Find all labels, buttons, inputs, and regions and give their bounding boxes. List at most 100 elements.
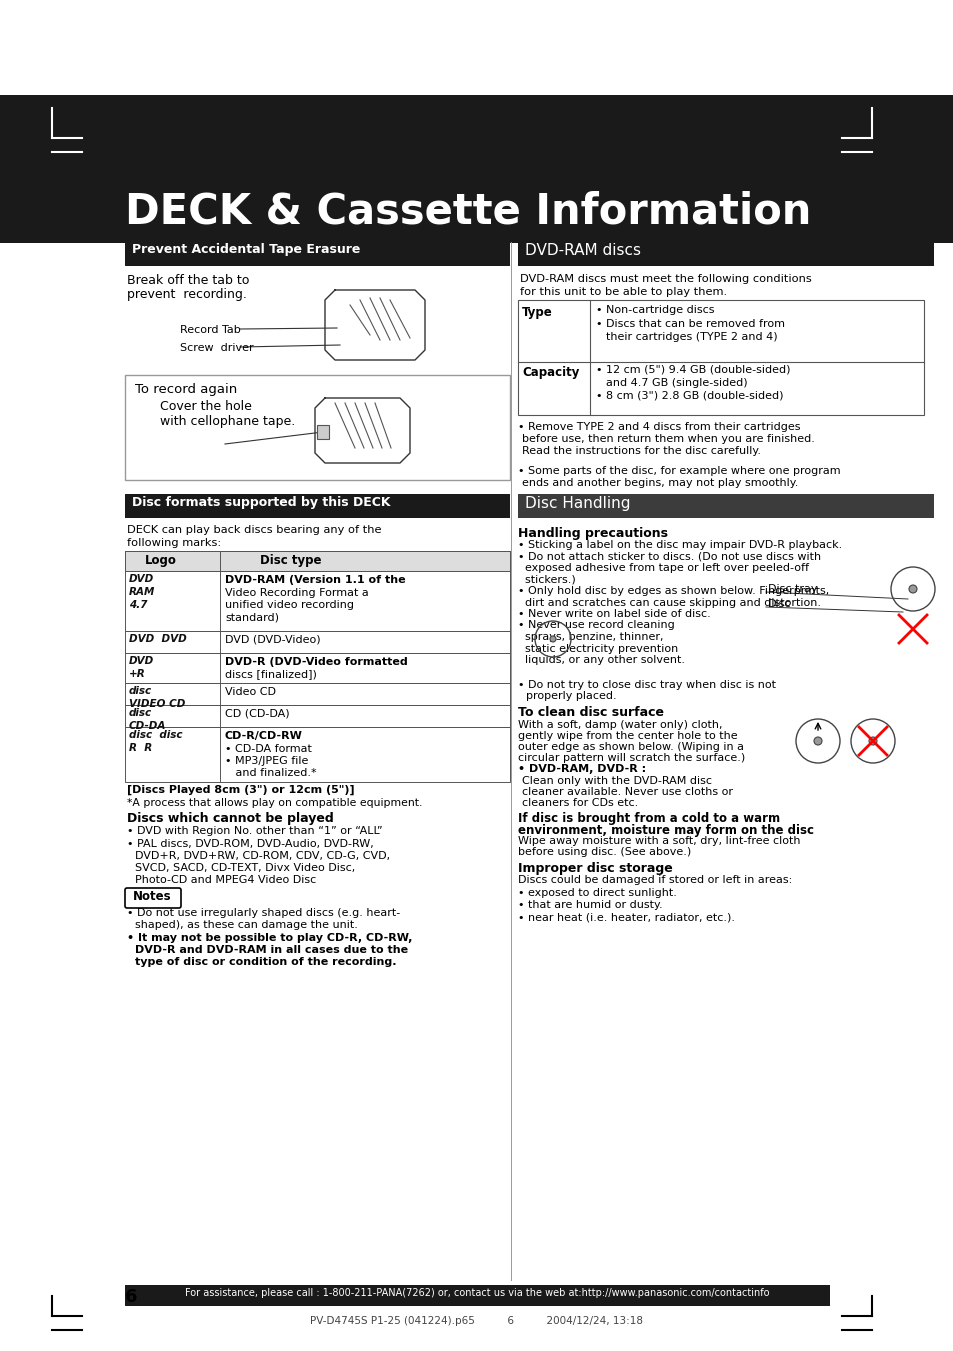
Text: Clean only with the DVD-RAM disc: Clean only with the DVD-RAM disc bbox=[521, 775, 711, 786]
Text: for this unit to be able to play them.: for this unit to be able to play them. bbox=[519, 286, 726, 297]
Text: CD-R/CD-RW: CD-R/CD-RW bbox=[225, 731, 302, 740]
Text: • Non-cartridge discs: • Non-cartridge discs bbox=[596, 305, 714, 315]
Text: circular pattern will scratch the surface.): circular pattern will scratch the surfac… bbox=[517, 753, 744, 763]
Text: Prevent Accidental Tape Erasure: Prevent Accidental Tape Erasure bbox=[132, 243, 360, 255]
Text: Photo-CD and MPEG4 Video Disc: Photo-CD and MPEG4 Video Disc bbox=[135, 875, 315, 885]
Text: properly placed.: properly placed. bbox=[525, 690, 616, 701]
Circle shape bbox=[550, 636, 556, 642]
Text: • Do not use irregularly shaped discs (e.g. heart-: • Do not use irregularly shaped discs (e… bbox=[127, 908, 400, 917]
Bar bbox=[125, 705, 510, 727]
Text: Improper disc storage: Improper disc storage bbox=[517, 862, 672, 875]
Text: • Never write on label side of disc.: • Never write on label side of disc. bbox=[517, 609, 710, 619]
Text: cleaner available. Never use cloths or: cleaner available. Never use cloths or bbox=[521, 788, 732, 797]
Circle shape bbox=[868, 738, 876, 744]
Circle shape bbox=[813, 738, 821, 744]
Text: unified video recording: unified video recording bbox=[225, 600, 354, 611]
Text: DECK & Cassette Information: DECK & Cassette Information bbox=[125, 190, 810, 232]
Text: outer edge as shown below. (Wiping in a: outer edge as shown below. (Wiping in a bbox=[517, 742, 743, 753]
Text: • Do not try to close disc tray when disc is not: • Do not try to close disc tray when dis… bbox=[517, 680, 775, 690]
Text: • PAL discs, DVD-ROM, DVD-Audio, DVD-RW,: • PAL discs, DVD-ROM, DVD-Audio, DVD-RW, bbox=[127, 839, 374, 848]
Text: prevent  recording.: prevent recording. bbox=[127, 288, 247, 301]
Text: 4.7: 4.7 bbox=[129, 600, 148, 611]
Text: • 8 cm (3") 2.8 GB (double-sided): • 8 cm (3") 2.8 GB (double-sided) bbox=[596, 390, 782, 401]
Text: DVD-RAM discs: DVD-RAM discs bbox=[524, 243, 640, 258]
Text: static electricity prevention: static electricity prevention bbox=[517, 643, 678, 654]
Text: and finalized.*: and finalized.* bbox=[225, 769, 316, 778]
Text: DVD  DVD: DVD DVD bbox=[129, 634, 187, 644]
Text: Disc tray: Disc tray bbox=[767, 584, 817, 594]
Text: Discs could be damaged if stored or left in areas:: Discs could be damaged if stored or left… bbox=[517, 875, 791, 885]
Bar bbox=[125, 653, 510, 684]
Text: their cartridges (TYPE 2 and 4): their cartridges (TYPE 2 and 4) bbox=[605, 332, 777, 342]
Bar bbox=[517, 300, 923, 415]
Text: To clean disc surface: To clean disc surface bbox=[517, 707, 663, 719]
Text: Capacity: Capacity bbox=[521, 366, 578, 380]
Text: +R: +R bbox=[129, 669, 146, 680]
Text: DVD-RAM (Version 1.1 of the: DVD-RAM (Version 1.1 of the bbox=[225, 576, 405, 585]
Text: • Discs that can be removed from: • Discs that can be removed from bbox=[596, 319, 784, 330]
Text: DECK can play back discs bearing any of the: DECK can play back discs bearing any of … bbox=[127, 526, 381, 535]
Text: RAM: RAM bbox=[129, 586, 155, 597]
Text: Discs which cannot be played: Discs which cannot be played bbox=[127, 812, 334, 825]
Text: DVD: DVD bbox=[129, 574, 154, 584]
Text: sprays, benzine, thinner,: sprays, benzine, thinner, bbox=[517, 632, 662, 642]
Text: • that are humid or dusty.: • that are humid or dusty. bbox=[517, 900, 662, 911]
Bar bbox=[125, 551, 220, 571]
Text: with cellophane tape.: with cellophane tape. bbox=[160, 415, 294, 428]
Text: DVD-R and DVD-RAM in all cases due to the: DVD-R and DVD-RAM in all cases due to th… bbox=[135, 944, 408, 955]
Text: Notes: Notes bbox=[132, 890, 172, 902]
Text: Screw  driver: Screw driver bbox=[180, 343, 253, 353]
Text: exposed adhesive from tape or left over peeled-off: exposed adhesive from tape or left over … bbox=[517, 563, 808, 573]
Bar bbox=[316, 426, 329, 439]
Text: liquids, or any other solvent.: liquids, or any other solvent. bbox=[517, 655, 684, 665]
Text: Read the instructions for the disc carefully.: Read the instructions for the disc caref… bbox=[521, 446, 760, 457]
Bar bbox=[125, 631, 510, 653]
Text: disc  disc: disc disc bbox=[129, 730, 182, 740]
Text: DVD (DVD-Video): DVD (DVD-Video) bbox=[225, 635, 320, 644]
Text: Disc type: Disc type bbox=[260, 554, 321, 567]
Bar bbox=[220, 551, 510, 571]
Text: Handling precautions: Handling precautions bbox=[517, 527, 667, 540]
Text: Disc formats supported by this DECK: Disc formats supported by this DECK bbox=[132, 496, 390, 509]
Text: • Never use record cleaning: • Never use record cleaning bbox=[517, 620, 674, 631]
Bar bbox=[125, 242, 510, 266]
Text: DVD-RAM discs must meet the following conditions: DVD-RAM discs must meet the following co… bbox=[519, 274, 811, 284]
Text: CD (CD-DA): CD (CD-DA) bbox=[225, 709, 290, 719]
Text: • DVD-RAM, DVD-R :: • DVD-RAM, DVD-R : bbox=[517, 765, 645, 774]
Text: Disc Handling: Disc Handling bbox=[524, 496, 630, 511]
Text: disc: disc bbox=[129, 686, 152, 696]
Text: • Only hold disc by edges as shown below. Fingerprints,: • Only hold disc by edges as shown below… bbox=[517, 586, 828, 596]
Bar bbox=[125, 727, 510, 782]
Text: Break off the tab to: Break off the tab to bbox=[127, 274, 249, 286]
Bar bbox=[517, 494, 933, 517]
Bar bbox=[0, 95, 953, 243]
Text: environment, moisture may form on the disc: environment, moisture may form on the di… bbox=[517, 824, 813, 838]
Bar bbox=[125, 376, 510, 480]
Text: PV-D4745S P1-25 (041224).p65          6          2004/12/24, 13:18: PV-D4745S P1-25 (041224).p65 6 2004/12/2… bbox=[310, 1316, 643, 1325]
Text: Logo: Logo bbox=[145, 554, 176, 567]
Bar bbox=[125, 494, 510, 517]
Text: CD-DA: CD-DA bbox=[129, 721, 166, 731]
Text: and 4.7 GB (single-sided): and 4.7 GB (single-sided) bbox=[605, 378, 747, 388]
Text: dirt and scratches can cause skipping and distortion.: dirt and scratches can cause skipping an… bbox=[517, 597, 821, 608]
Bar bbox=[125, 684, 510, 705]
Text: SVCD, SACD, CD-TEXT, Divx Video Disc,: SVCD, SACD, CD-TEXT, Divx Video Disc, bbox=[135, 863, 355, 873]
Text: If disc is brought from a cold to a warm: If disc is brought from a cold to a warm bbox=[517, 812, 780, 825]
Text: gently wipe from the center hole to the: gently wipe from the center hole to the bbox=[517, 731, 737, 740]
Text: Video CD: Video CD bbox=[225, 688, 275, 697]
Text: With a soft, damp (water only) cloth,: With a soft, damp (water only) cloth, bbox=[517, 720, 721, 730]
Text: Disc: Disc bbox=[767, 598, 791, 609]
Text: before using disc. (See above.): before using disc. (See above.) bbox=[517, 847, 691, 857]
Text: DVD: DVD bbox=[129, 657, 154, 666]
Text: ends and another begins, may not play smoothly.: ends and another begins, may not play sm… bbox=[521, 478, 798, 488]
Text: Wipe away moisture with a soft, dry, lint-free cloth: Wipe away moisture with a soft, dry, lin… bbox=[517, 836, 800, 846]
Text: 6: 6 bbox=[125, 1288, 137, 1306]
Bar bbox=[517, 242, 933, 266]
Text: shaped), as these can damage the unit.: shaped), as these can damage the unit. bbox=[135, 920, 357, 929]
Text: following marks:: following marks: bbox=[127, 538, 221, 549]
Text: VIDEO CD: VIDEO CD bbox=[129, 698, 185, 709]
Text: discs [finalized]): discs [finalized]) bbox=[225, 670, 316, 680]
Text: • 12 cm (5") 9.4 GB (double-sided): • 12 cm (5") 9.4 GB (double-sided) bbox=[596, 365, 790, 376]
Text: Video Recording Format a: Video Recording Format a bbox=[225, 588, 369, 597]
Text: type of disc or condition of the recording.: type of disc or condition of the recordi… bbox=[135, 957, 396, 967]
